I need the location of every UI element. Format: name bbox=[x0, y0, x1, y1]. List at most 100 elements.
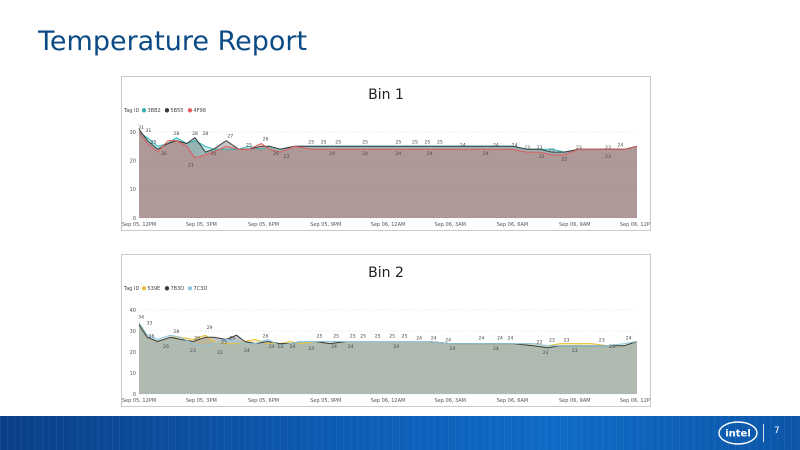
bin1-x-tick-label: Sep 06, 9AM bbox=[559, 222, 590, 228]
bin1-data-label: 25 bbox=[362, 139, 368, 145]
bin2-x-tick-label: Sep 05, 3PM bbox=[186, 398, 217, 404]
bin1-y-tick-label: 10 bbox=[130, 187, 136, 193]
bin2-x-tick-label: Sep 06, 6AM bbox=[497, 398, 528, 404]
bin1-data-label: 25 bbox=[424, 139, 430, 145]
bin2-chart: Bin 2 Tag ID 539E 7B3D 7C3D 0 10 20 30 40 Sep 05, … bbox=[122, 265, 650, 404]
bin1-x-tick-label: Sep 05, 12PM bbox=[122, 222, 156, 228]
bin1-line-4f98 bbox=[138, 131, 638, 159]
bin2-x-tick-label: Sep 05, 6PM bbox=[248, 398, 279, 404]
bin1-data-label: 24 bbox=[362, 151, 368, 157]
bin2-data-label: 26 bbox=[163, 344, 169, 350]
bin2-data-label: 24 bbox=[290, 344, 296, 350]
bin2-data-label: 23 bbox=[564, 338, 570, 344]
bin2-data-label: 26 bbox=[263, 333, 269, 339]
bin2-data-label: 23 bbox=[572, 348, 578, 354]
bin1-chart: Bin 1 Tag ID 3BB2 5B55 4F98 0 10 20 30 Sep 05, 12… bbox=[122, 87, 650, 228]
bin1-data-label: 25 bbox=[437, 139, 443, 145]
bin1-data-label: 22 bbox=[539, 154, 545, 160]
bin1-data-label: 24 bbox=[617, 142, 623, 148]
bin1-x-tick-label: Sep 05, 3PM bbox=[186, 222, 217, 228]
bin1-data-label: 31 bbox=[145, 128, 151, 134]
bin1-x-tick-label: Sep 06, 12PM bbox=[620, 222, 650, 228]
bin2-data-label: 25 bbox=[333, 333, 339, 339]
bin2-chart-panel: Bin 2 Tag ID 539E 7B3D 7C3D 0 10 20 30 40 Sep 05, … bbox=[121, 254, 651, 407]
bin1-data-label: 25 bbox=[308, 139, 314, 145]
bin2-x-tick-label: Sep 06, 12AM bbox=[371, 398, 406, 404]
bin1-data-label: 23 bbox=[605, 145, 611, 151]
bin2-data-label: 26 bbox=[149, 333, 155, 339]
bin1-data-label: 25 bbox=[335, 139, 341, 145]
bin2-data-label: 23 bbox=[599, 338, 605, 344]
bin1-line-5b55 bbox=[138, 128, 638, 153]
bin1-data-label: 28 bbox=[173, 131, 179, 137]
bin2-y-tick-label: 20 bbox=[130, 350, 136, 356]
bin1-chart-title: Bin 1 bbox=[368, 87, 404, 103]
bin2-chart-title: Bin 2 bbox=[368, 265, 404, 281]
bin2-data-label: 24 bbox=[416, 335, 422, 341]
bin2-data-label: 22 bbox=[537, 340, 543, 346]
bin1-legend-label-3bb2: 3BB2 bbox=[148, 108, 161, 114]
bin1-data-label: 28 bbox=[192, 131, 198, 137]
logo-divider bbox=[763, 424, 764, 442]
bin1-data-label: 25 bbox=[246, 142, 252, 148]
bin1-x-tick-label: Sep 06, 12AM bbox=[371, 222, 406, 228]
bin2-legend-label-7c3d: 7C3D bbox=[194, 286, 208, 292]
bin2-x-tick-label: Sep 06, 3AM bbox=[435, 398, 466, 404]
bin1-data-label: 24 bbox=[512, 142, 518, 148]
bin2-data-label: 24 bbox=[308, 346, 314, 352]
bin1-data-label: 31 bbox=[138, 125, 144, 131]
bin2-line-7c3d bbox=[138, 322, 638, 347]
bin1-data-label: 23 bbox=[605, 154, 611, 160]
bin2-area-7c3d bbox=[139, 322, 637, 394]
bin1-data-label: 23 bbox=[576, 145, 582, 151]
bin2-x-tick-label: Sep 06, 12PM bbox=[620, 398, 650, 404]
bin1-data-label: 21 bbox=[188, 162, 194, 168]
bin1-data-label: 24 bbox=[395, 151, 401, 157]
intel-logo-text: intel bbox=[725, 429, 751, 440]
bin2-data-label: 25 bbox=[350, 333, 356, 339]
bin2-line-7b3d bbox=[138, 324, 638, 349]
bin2-legend-marker-7c3d bbox=[187, 286, 193, 291]
bin2-data-label: 25 bbox=[317, 333, 323, 339]
bin2-data-label: 34 bbox=[138, 314, 144, 320]
bin1-data-label: 22 bbox=[549, 148, 555, 154]
bin2-area-7b3d bbox=[139, 324, 637, 394]
footer-bar bbox=[0, 416, 800, 450]
bin1-data-label: 26 bbox=[161, 151, 167, 157]
bin1-data-label: 24 bbox=[427, 151, 433, 157]
bin1-legend-marker-4f98 bbox=[187, 108, 193, 113]
bin2-legend-title: Tag ID bbox=[123, 286, 140, 292]
intel-logo: intel bbox=[718, 421, 758, 445]
bin2-data-label: 24 bbox=[507, 335, 513, 341]
bin2-data-label: 24 bbox=[626, 335, 632, 341]
bin1-x-tick-label: Sep 06, 3AM bbox=[435, 222, 466, 228]
bin1-data-label: 25 bbox=[211, 151, 217, 157]
bin1-data-label: 25 bbox=[321, 139, 327, 145]
bin1-legend-label-5b55: 5B55 bbox=[171, 108, 184, 114]
page-number: 7 bbox=[774, 426, 780, 436]
bin1-chart-panel: Bin 1 Tag ID 3BB2 5B55 4F98 0 10 20 30 Sep 05, 12… bbox=[121, 76, 651, 231]
bin2-data-label: 24 bbox=[269, 344, 275, 350]
bin2-y-tick-label: 10 bbox=[130, 371, 136, 377]
bin2-data-label: 33 bbox=[146, 321, 152, 327]
bin2-data-label: 24 bbox=[449, 346, 455, 352]
bin2-data-label: 25 bbox=[389, 333, 395, 339]
bin1-data-label: 25 bbox=[412, 139, 418, 145]
bin1-data-label: 25 bbox=[151, 139, 157, 145]
bin2-legend-label-7b3d: 7B3D bbox=[171, 286, 185, 292]
bin1-data-label: 23 bbox=[524, 145, 530, 151]
bin1-x-tick-label: Sep 06, 6AM bbox=[497, 222, 528, 228]
bin2-data-label: 26 bbox=[229, 335, 235, 341]
bin2-data-label: 22 bbox=[543, 350, 549, 356]
bin1-data-label: 24 bbox=[483, 151, 489, 157]
bin2-legend-label-539e: 539E bbox=[148, 286, 161, 292]
bin2-data-label: 24 bbox=[431, 335, 437, 341]
bin2-data-label: 24 bbox=[478, 335, 484, 341]
bin1-x-tick-label: Sep 05, 6PM bbox=[248, 222, 279, 228]
bin1-data-label: 24 bbox=[460, 142, 466, 148]
bin1-y-tick-label: 30 bbox=[130, 130, 136, 136]
bin2-data-label: 28 bbox=[173, 329, 179, 335]
bin2-area-539e bbox=[139, 322, 637, 394]
bin1-data-label: 24 bbox=[493, 142, 499, 148]
bin2-data-label: 25 bbox=[375, 333, 381, 339]
